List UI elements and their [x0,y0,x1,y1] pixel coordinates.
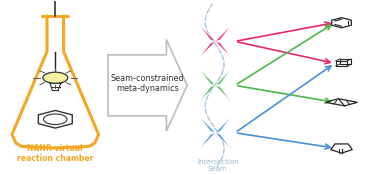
Polygon shape [108,40,187,131]
Polygon shape [215,69,231,85]
Polygon shape [200,41,215,57]
Polygon shape [215,85,231,101]
Polygon shape [200,85,215,101]
Polygon shape [215,133,231,149]
Polygon shape [215,25,231,41]
Polygon shape [215,41,231,57]
Text: Seam-constrained
meta-dynamics: Seam-constrained meta-dynamics [111,74,184,93]
Polygon shape [215,117,231,133]
Circle shape [43,72,68,83]
Polygon shape [200,117,215,133]
Text: Intersection
Seam: Intersection Seam [197,159,239,172]
Polygon shape [200,25,215,41]
Polygon shape [200,69,215,85]
Text: NANR virtual
reaction chamber: NANR virtual reaction chamber [17,144,93,163]
Polygon shape [200,133,215,149]
